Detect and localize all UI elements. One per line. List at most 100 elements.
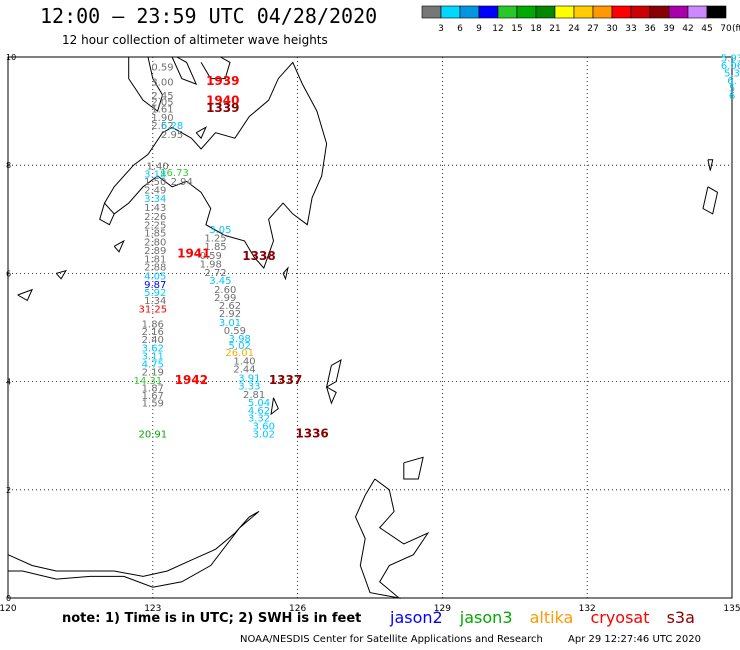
wave-height-label: 5 bbox=[729, 84, 735, 95]
y-tick-label: 8 bbox=[6, 161, 11, 170]
legend-tick-label: 21 bbox=[549, 24, 560, 34]
wave-height-label: 1.85 bbox=[144, 229, 166, 240]
wave-height-label: 5.93 bbox=[721, 53, 740, 64]
legend-tick-label: 15 bbox=[511, 24, 522, 34]
wave-height-label: 2.62 bbox=[151, 121, 173, 132]
wave-height-label: 5.3 bbox=[724, 68, 740, 79]
wave-height-label: 1.81 bbox=[144, 255, 166, 266]
wave-height-label: 0.59 bbox=[151, 63, 173, 74]
wave-height-label: 3.45 bbox=[209, 276, 231, 287]
wave-height-label: 2.81 bbox=[243, 390, 265, 401]
wave-height-label: 1.43 bbox=[144, 203, 166, 214]
x-tick-label: 129 bbox=[434, 604, 451, 614]
pass-number-label: 1337 bbox=[269, 373, 302, 387]
wave-height-label: 0.59 bbox=[200, 251, 222, 262]
wave-height-label: 2.25 bbox=[144, 220, 166, 231]
wave-height-label: 1.67 bbox=[142, 391, 164, 402]
wave-height-label: 1.87 bbox=[142, 383, 164, 394]
wave-height-label: 2.62 bbox=[219, 301, 241, 312]
legend-tick-label: 70 bbox=[720, 24, 732, 34]
footer-note: note: 1) Time is in UTC; 2) SWH is in fe… bbox=[62, 611, 362, 626]
wave-height-label: 14.31 bbox=[134, 376, 163, 387]
wave-height-label: 2.92 bbox=[219, 309, 241, 320]
wave-height-label: 3.18 bbox=[144, 170, 166, 181]
gridlines bbox=[8, 57, 732, 598]
wave-height-label: 3.91 bbox=[238, 374, 260, 385]
legend-tick-label: 42 bbox=[682, 24, 693, 34]
wave-height-label: 2.44 bbox=[233, 364, 255, 375]
wave-height-label: 2.89 bbox=[144, 246, 166, 257]
pass-number-label: 1941 bbox=[177, 247, 210, 261]
page-subtitle: 12 hour collection of altimeter wave hei… bbox=[62, 33, 328, 47]
satellite-legend: jason2 jason3 altika cryosat s3a bbox=[390, 608, 707, 627]
credit-line: NOAA/NESDIS Center for Satellite Applica… bbox=[240, 634, 543, 645]
legend-tick-label: 6 bbox=[457, 24, 463, 34]
wave-height-label: 3.60 bbox=[253, 422, 275, 433]
wave-height-label: 1.90 bbox=[151, 113, 173, 124]
page-title: 12:00 – 23:59 UTC 04/28/2020 bbox=[40, 4, 378, 28]
wave-height-label: 3.32 bbox=[248, 414, 270, 425]
wave-height-label: 2.80 bbox=[144, 237, 166, 248]
wave-height-label: 2.40 bbox=[142, 335, 164, 346]
legend-tick-label: 39 bbox=[663, 24, 675, 34]
satellite-cryosat: cryosat bbox=[590, 608, 650, 627]
legend-tick-label: 18 bbox=[530, 24, 542, 34]
wave-height-label: 0.59 bbox=[224, 326, 246, 337]
pass-number-label: 1939 bbox=[206, 74, 239, 88]
wave-height-label: 3.33 bbox=[238, 382, 260, 393]
legend-tick-label: 27 bbox=[587, 24, 598, 34]
wave-height-label: 1.86 bbox=[142, 320, 164, 331]
wave-height-label: 6.06 bbox=[721, 61, 740, 72]
wave-height-label: 2.95 bbox=[161, 130, 183, 141]
legend-tick-label: 9 bbox=[476, 24, 482, 34]
wave-height-label: 2.45 bbox=[151, 91, 173, 102]
satellite-jason2: jason2 bbox=[390, 608, 443, 627]
wave-height-label: 1.98 bbox=[200, 259, 222, 270]
wave-height-label: 2.19 bbox=[142, 368, 164, 379]
generation-timestamp: Apr 29 12:27:46 UTC 2020 bbox=[568, 634, 701, 645]
pass-number-label: 1942 bbox=[175, 373, 208, 387]
wave-height-label: 4.62 bbox=[248, 406, 270, 417]
wave-height-label: 31.25 bbox=[138, 304, 167, 315]
map-frame bbox=[7, 56, 733, 599]
wave-height-label: 5.92 bbox=[144, 288, 166, 299]
wave-height-label: 2.49 bbox=[144, 185, 166, 196]
legend-tick-label: 24 bbox=[568, 24, 580, 34]
legend-swatch bbox=[706, 5, 727, 19]
pass-number-label: 1336 bbox=[295, 426, 328, 440]
coastlines bbox=[7, 56, 719, 599]
x-tick-label: 126 bbox=[289, 604, 306, 614]
x-tick-label: 120 bbox=[0, 604, 17, 614]
x-tick-label: 123 bbox=[144, 604, 161, 614]
wave-height-label: 1.61 bbox=[151, 105, 173, 116]
wave-height-label: 2.26 bbox=[144, 212, 166, 223]
pass-number-label: 1339 bbox=[206, 101, 239, 115]
x-tick-label: 135 bbox=[723, 604, 740, 614]
wave-height-label: 5.28 bbox=[161, 121, 183, 132]
legend-tick-label: 45 bbox=[701, 24, 712, 34]
wave-height-label: 3.01 bbox=[219, 318, 241, 329]
legend-unit-label: (ft) bbox=[732, 24, 740, 34]
wave-height-label: 6. bbox=[727, 76, 737, 87]
y-tick-label: 4 bbox=[6, 378, 11, 387]
y-tick-label: 0 bbox=[6, 594, 11, 603]
y-tick-label: 2 bbox=[6, 486, 11, 495]
wave-height-label: 1.40 bbox=[146, 162, 168, 173]
legend-tick-label: 3 bbox=[438, 24, 444, 34]
wave-height-label: 5.04 bbox=[248, 398, 270, 409]
legend-tick-label: 33 bbox=[625, 24, 636, 34]
wave-observations: 0.593.002.452.051.611.902.625.282.951.40… bbox=[134, 53, 740, 440]
wave-height-label: 3.00 bbox=[151, 78, 173, 89]
pass-number-label: 1940 bbox=[206, 94, 239, 108]
wave-height-label: 6 bbox=[729, 91, 735, 102]
wave-height-label: 1.25 bbox=[204, 233, 226, 244]
wave-height-label: 2.60 bbox=[214, 285, 236, 296]
legend-tick-label: 30 bbox=[606, 24, 618, 34]
wave-height-label: 2.99 bbox=[214, 293, 236, 304]
y-tick-label: 6 bbox=[6, 269, 11, 278]
wave-height-label: 4.75 bbox=[142, 360, 164, 371]
wave-height-label: 4.05 bbox=[144, 271, 166, 282]
